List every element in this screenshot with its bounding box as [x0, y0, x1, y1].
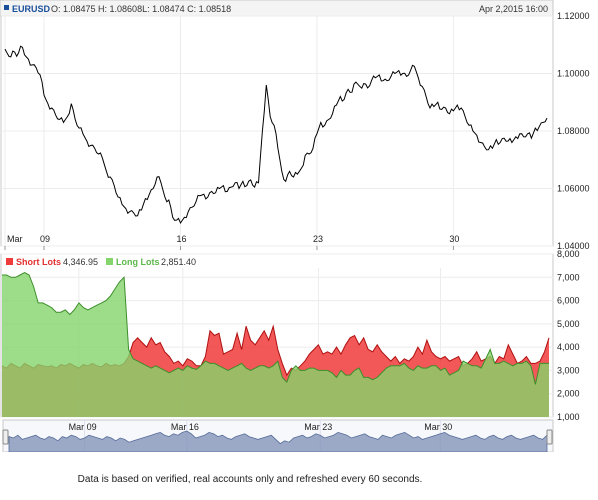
footer-note: Data is based on verified, real accounts…: [77, 474, 423, 485]
price-x-tick: 23: [313, 234, 323, 244]
long-lots-line: [2, 272, 549, 385]
navigator-left-handle[interactable]: [2, 429, 9, 445]
navigator[interactable]: Mar 09 Mar 16 Mar 23 Mar 30: [2, 419, 554, 453]
price-x-tick: 30: [449, 234, 459, 244]
long-lots-legend: Long Lots: [116, 257, 160, 267]
lots-y-tick: 7,000: [557, 272, 580, 282]
price-panel: 1.04000 1.06000 1.08000 1.10000 1.12000 Mar 09…: [0, 11, 590, 251]
navigator-area-series: [8, 430, 548, 453]
long-lots-swatch: [106, 258, 113, 265]
lots-y-tick: 2,000: [557, 389, 580, 399]
datetime-label: Apr 2,2015 16:00: [479, 4, 548, 14]
eurusd-chart: EURUSD O: 1.08475 H: 1.08608L: 1.08474 C…: [0, 0, 590, 453]
eurusd-price-line: [4, 45, 548, 225]
symbol-label: EURUSD: [12, 4, 51, 14]
price-y-tick: 1.04000: [557, 241, 590, 251]
navigator-x-tick: Mar 16: [171, 422, 199, 432]
long-lots-value: 2,851.40: [161, 257, 196, 267]
lots-y-tick: 5,000: [557, 319, 580, 329]
lots-y-tick: 8,000: [557, 249, 580, 259]
price-x-tick: 16: [176, 234, 186, 244]
navigator-x-tick: Mar 30: [424, 422, 452, 432]
long-lots-area: [2, 272, 549, 417]
price-y-tick: 1.12000: [557, 11, 590, 21]
ohlc-label: O: 1.08475 H: 1.08608L: 1.08474 C: 1.085…: [51, 4, 231, 14]
symbol-marker: [4, 5, 9, 10]
chart-svg: EURUSD O: 1.08475 H: 1.08608L: 1.08474 C…: [0, 0, 590, 453]
price-y-tick: 1.06000: [557, 184, 590, 194]
navigator-right-handle[interactable]: [546, 429, 553, 445]
lots-y-tick: 6,000: [557, 296, 580, 306]
short-lots-legend: Short Lots: [16, 257, 61, 267]
lots-y-tick: 4,000: [557, 342, 580, 352]
short-lots-swatch: [6, 258, 13, 265]
navigator-x-tick: Mar 09: [69, 422, 97, 432]
lots-panel: 1,000 2,000 3,000 4,000 5,000 6,000 7,000 8,000…: [0, 249, 580, 422]
price-x-tick: Mar: [7, 234, 23, 244]
price-x-tick: 09: [40, 234, 50, 244]
short-lots-value: 4,346.95: [63, 257, 98, 267]
lots-y-tick: 1,000: [557, 412, 580, 422]
navigator-x-tick: Mar 23: [304, 422, 332, 432]
price-y-tick: 1.08000: [557, 126, 590, 136]
price-y-tick: 1.10000: [557, 69, 590, 79]
lots-y-tick: 3,000: [557, 365, 580, 375]
